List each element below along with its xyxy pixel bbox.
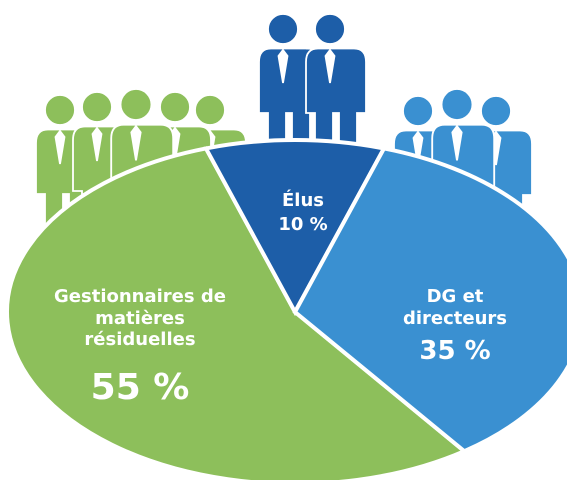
value-label: 35 %	[419, 336, 490, 367]
infographic: Gestionnaires de matières résiduelles 55 …	[0, 0, 567, 480]
value-label: 10 %	[278, 214, 327, 236]
chart	[0, 0, 567, 480]
slice-label: DG et directeurs	[395, 286, 515, 329]
slice-label: Élus	[263, 190, 343, 212]
value-label: 55 %	[91, 366, 190, 409]
slice-label: Gestionnaires de matières résiduelles	[45, 286, 235, 351]
